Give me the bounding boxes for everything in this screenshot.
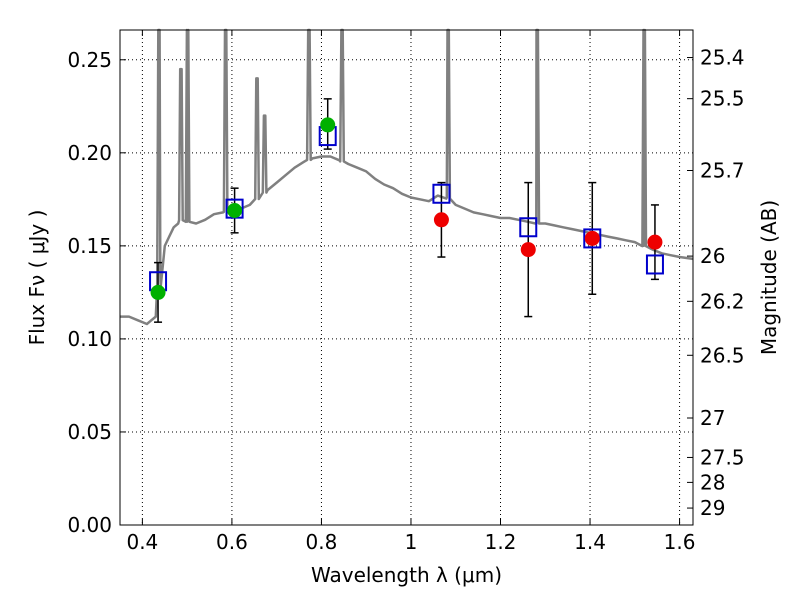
observed-red-marker [433, 212, 449, 228]
y-tick-label: 0.10 [67, 327, 112, 351]
mag-tick-label: 26 [700, 244, 725, 268]
x-tick-label: 1.4 [574, 530, 606, 554]
mag-tick-label: 26.2 [700, 289, 745, 313]
observed-green-marker [320, 117, 336, 133]
mag-tick-label: 26.5 [700, 343, 745, 367]
x-tick-label: 1 [405, 530, 418, 554]
plot-frame [119, 29, 694, 526]
observed-green-marker [150, 284, 166, 300]
y-tick-label: 0.00 [67, 513, 112, 537]
spectrum-layer [120, 28, 694, 326]
mag-tick-label: 28 [700, 470, 725, 494]
model-square-marker [519, 217, 538, 238]
x-tick-label: 0.8 [306, 530, 338, 554]
x-tick-label: 1.2 [485, 530, 517, 554]
y-tick-label: 0.15 [67, 234, 112, 258]
marker-layer [149, 117, 664, 300]
mag-tick-label: 25.5 [700, 87, 745, 111]
observed-red-marker [647, 234, 663, 250]
mag-tick-label: 25.7 [700, 158, 745, 182]
x-tick-label: 0.6 [216, 530, 248, 554]
y-tick-label: 0.25 [67, 48, 112, 72]
x-axis-title: Wavelength λ (μm) [311, 563, 502, 587]
y-tick-label: 0.20 [67, 141, 112, 165]
mag-tick-label: 29 [700, 496, 725, 520]
model-square-marker [583, 228, 602, 249]
mag-tick-label: 27 [700, 406, 725, 430]
grid-layer [120, 30, 693, 526]
y-tick-label: 0.05 [67, 420, 112, 444]
x-tick-label: 1.6 [664, 530, 696, 554]
observed-green-marker [227, 203, 243, 219]
mag-tick-label: 25.4 [700, 46, 745, 70]
model-square-marker [645, 254, 664, 275]
spectrum-line [120, 28, 694, 326]
model-square-marker [432, 183, 451, 204]
observed-red-marker [584, 230, 600, 246]
x-tick-label: 0.4 [126, 530, 158, 554]
y2-axis-title: Magnitude (AB) [757, 200, 781, 355]
observed-red-marker [520, 242, 536, 258]
y-axis-title: Flux Fν ( μJy ) [25, 210, 49, 346]
mag-tick-label: 27.5 [700, 445, 745, 469]
tick-layer: 0.4 0.6 0.8 1 1.2 1.4 1.6 0.00 0.05 0.10 0.15 0.20 0… [67, 30, 745, 554]
